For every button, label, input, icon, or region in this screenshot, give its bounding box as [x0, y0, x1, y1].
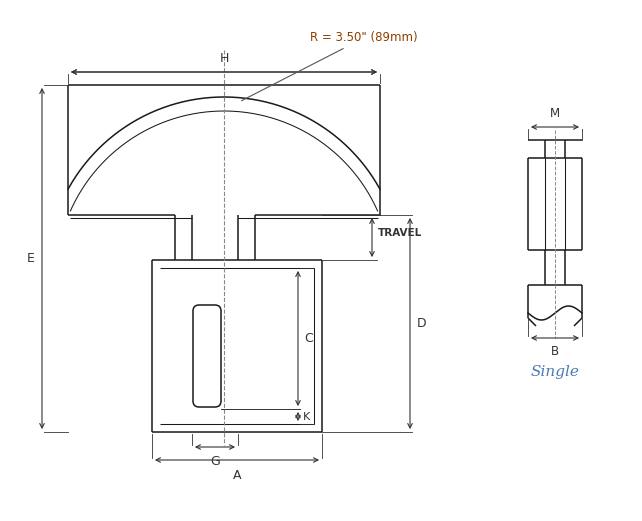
Text: B: B — [551, 345, 559, 358]
Text: C: C — [304, 332, 313, 345]
Text: M: M — [550, 107, 560, 120]
Text: Single: Single — [530, 365, 580, 379]
Text: H: H — [220, 52, 229, 65]
Text: A: A — [233, 469, 241, 482]
Text: K: K — [303, 413, 310, 423]
Text: G: G — [210, 455, 220, 468]
Text: E: E — [27, 252, 35, 265]
Text: D: D — [417, 317, 427, 330]
Text: R = 3.50" (89mm): R = 3.50" (89mm) — [241, 31, 418, 101]
Text: TRAVEL: TRAVEL — [378, 229, 422, 239]
